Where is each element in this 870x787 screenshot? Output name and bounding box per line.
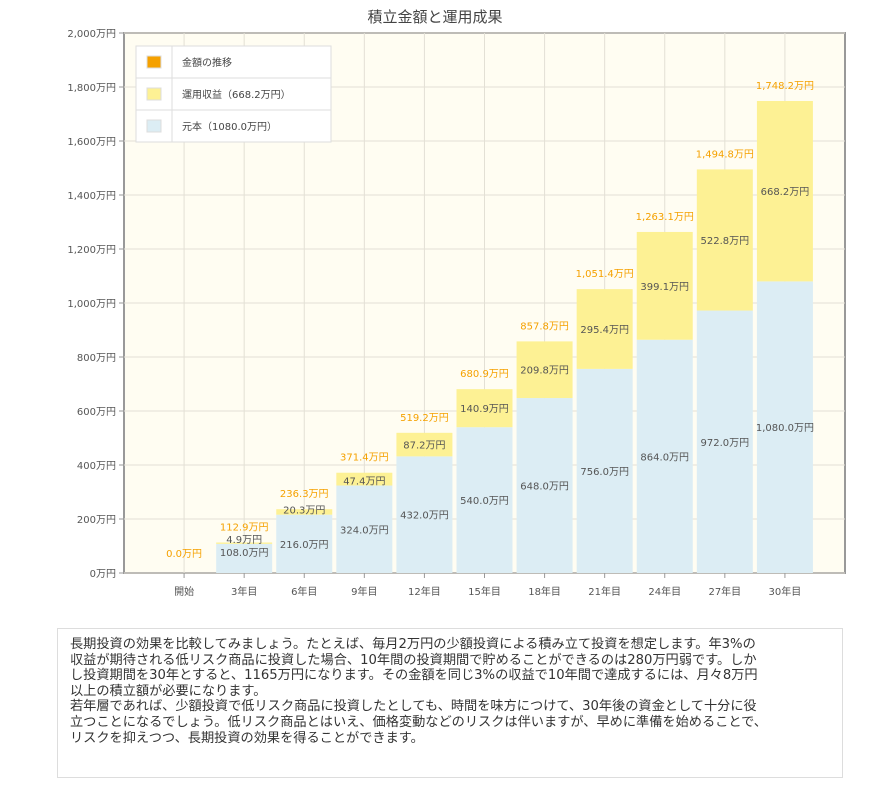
legend-label: 運用収益（668.2万円）: [182, 88, 291, 101]
y-tick-label: 1,800万円: [67, 83, 116, 94]
total-label: 680.9万円: [460, 369, 509, 380]
legend: [135, 45, 332, 143]
y-tick-label: 2,000万円: [67, 29, 116, 40]
x-tick-label: 15年目: [468, 585, 501, 598]
bar-principal: [396, 456, 453, 573]
bar-profit: [516, 341, 573, 399]
description-line: リスクを抑えつつ、長期投資の効果を得ることができます。: [70, 730, 424, 746]
bar-profit: [396, 432, 453, 457]
principal-label: 1,080.0万円: [756, 423, 814, 434]
bar-profit: [636, 231, 693, 340]
description-line: 長期投資の効果を比較してみましょう。たとえば、毎月2万円の少額投資による積み立て…: [70, 637, 756, 652]
description-line: 立つことになるでしょう。低リスク商品とはいえ、価格変動などのリスクは伴いますが、…: [70, 714, 767, 730]
y-tick-label: 600万円: [77, 407, 116, 418]
x-tick-label: 6年目: [291, 585, 317, 598]
y-tick-label: 1,400万円: [67, 191, 116, 202]
y-tick-label: 400万円: [77, 461, 116, 472]
profit-label: 47.4万円: [343, 477, 385, 488]
bar-profit: [696, 169, 753, 311]
bar-principal: [636, 339, 693, 573]
bar-principal: [576, 368, 633, 573]
principal-label: 972.0万円: [701, 438, 750, 449]
total-label: 371.4万円: [340, 453, 389, 464]
total-label: 1,263.1万円: [636, 212, 694, 223]
legend-label: 元本（1080.0万円）: [182, 120, 277, 133]
bar-profit: [216, 542, 273, 544]
chart-title: 積立金額と運用成果: [367, 8, 502, 26]
profit-label: 87.2万円: [403, 441, 445, 452]
total-label: 1,494.8万円: [696, 149, 754, 160]
x-tick-label: 18年目: [528, 585, 561, 598]
profit-label: 295.4万円: [580, 325, 629, 336]
total-label: 857.8万円: [520, 321, 569, 332]
principal-label: 216.0万円: [280, 540, 329, 551]
bar-principal: [516, 398, 573, 573]
legend-swatch: [146, 55, 162, 69]
bar-principal: [336, 485, 393, 573]
legend-label: 金額の推移: [182, 56, 232, 69]
total-label: 1,748.2万円: [756, 81, 814, 92]
description-box: 長期投資の効果を比較してみましょう。たとえば、毎月2万円の少額投資による積み立て…: [57, 628, 843, 778]
x-tick-label: 24年目: [648, 585, 681, 598]
profit-label: 4.9万円: [226, 535, 262, 546]
x-tick-label: 9年目: [351, 585, 377, 598]
total-label: 1,051.4万円: [576, 269, 634, 280]
legend-swatch: [146, 87, 162, 101]
x-tick-label: 27年目: [708, 585, 741, 598]
description-line: 若年層であれば、少額投資で低リスク商品に投資したとしても、時間を味方につけて、3…: [70, 699, 757, 715]
profit-label: 20.3万円: [283, 506, 325, 517]
principal-label: 648.0万円: [520, 482, 569, 493]
total-label: 112.9万円: [220, 523, 269, 534]
x-tick-label: 12年目: [408, 585, 441, 598]
profit-label: 140.9万円: [460, 404, 509, 415]
principal-label: 756.0万円: [580, 467, 629, 478]
x-tick-label: 30年目: [769, 585, 802, 598]
bar-profit: [576, 289, 633, 369]
principal-label: 540.0万円: [460, 496, 509, 507]
principal-label: 324.0万円: [340, 525, 389, 536]
y-tick-label: 200万円: [77, 515, 116, 526]
bar-principal: [756, 281, 813, 573]
bar-profit: [336, 472, 393, 486]
total-label: 519.2万円: [400, 413, 449, 424]
total-label: 236.3万円: [280, 489, 329, 500]
description-line: 以上の積立額が必要になります。: [70, 683, 267, 699]
total-label: 0.0万円: [166, 549, 202, 560]
x-tick-label: 21年目: [588, 585, 621, 598]
y-tick-label: 1,000万円: [67, 299, 116, 310]
bar-principal: [696, 310, 753, 573]
x-tick-label: 3年目: [231, 585, 257, 598]
legend-swatch: [146, 119, 162, 133]
y-tick-label: 1,600万円: [67, 137, 116, 148]
x-tick-label: 開始: [174, 585, 194, 598]
description-line: 収益が期待される低リスク商品に投資した場合、10年間の投資期間で貯めることができ…: [70, 652, 757, 668]
principal-label: 432.0万円: [400, 511, 449, 522]
bar-profit: [756, 100, 813, 282]
bar-principal: [276, 514, 333, 573]
bar-principal: [216, 543, 273, 573]
principal-label: 864.0万円: [640, 452, 689, 463]
bar-principal: [456, 427, 513, 573]
bar-profit: [276, 509, 333, 515]
y-tick-label: 1,200万円: [67, 245, 116, 256]
stacked-bar-chart: 積立金額と運用成果 0万円 200万円 400万円 600万円 800万円 1,000万円 1…: [67, 8, 846, 598]
y-tick-label: 0万円: [90, 569, 116, 580]
description-line: し投資期間を30年とすると、1165万円になります。その金額を同じ3%の収益で1…: [70, 668, 758, 684]
profit-label: 209.8万円: [520, 366, 569, 377]
bar-profit: [456, 389, 513, 428]
profit-label: 522.8万円: [701, 236, 750, 247]
y-tick-label: 800万円: [77, 353, 116, 364]
profit-label: 668.2万円: [761, 187, 810, 198]
profit-label: 399.1万円: [640, 282, 689, 293]
principal-label: 108.0万円: [220, 548, 269, 559]
